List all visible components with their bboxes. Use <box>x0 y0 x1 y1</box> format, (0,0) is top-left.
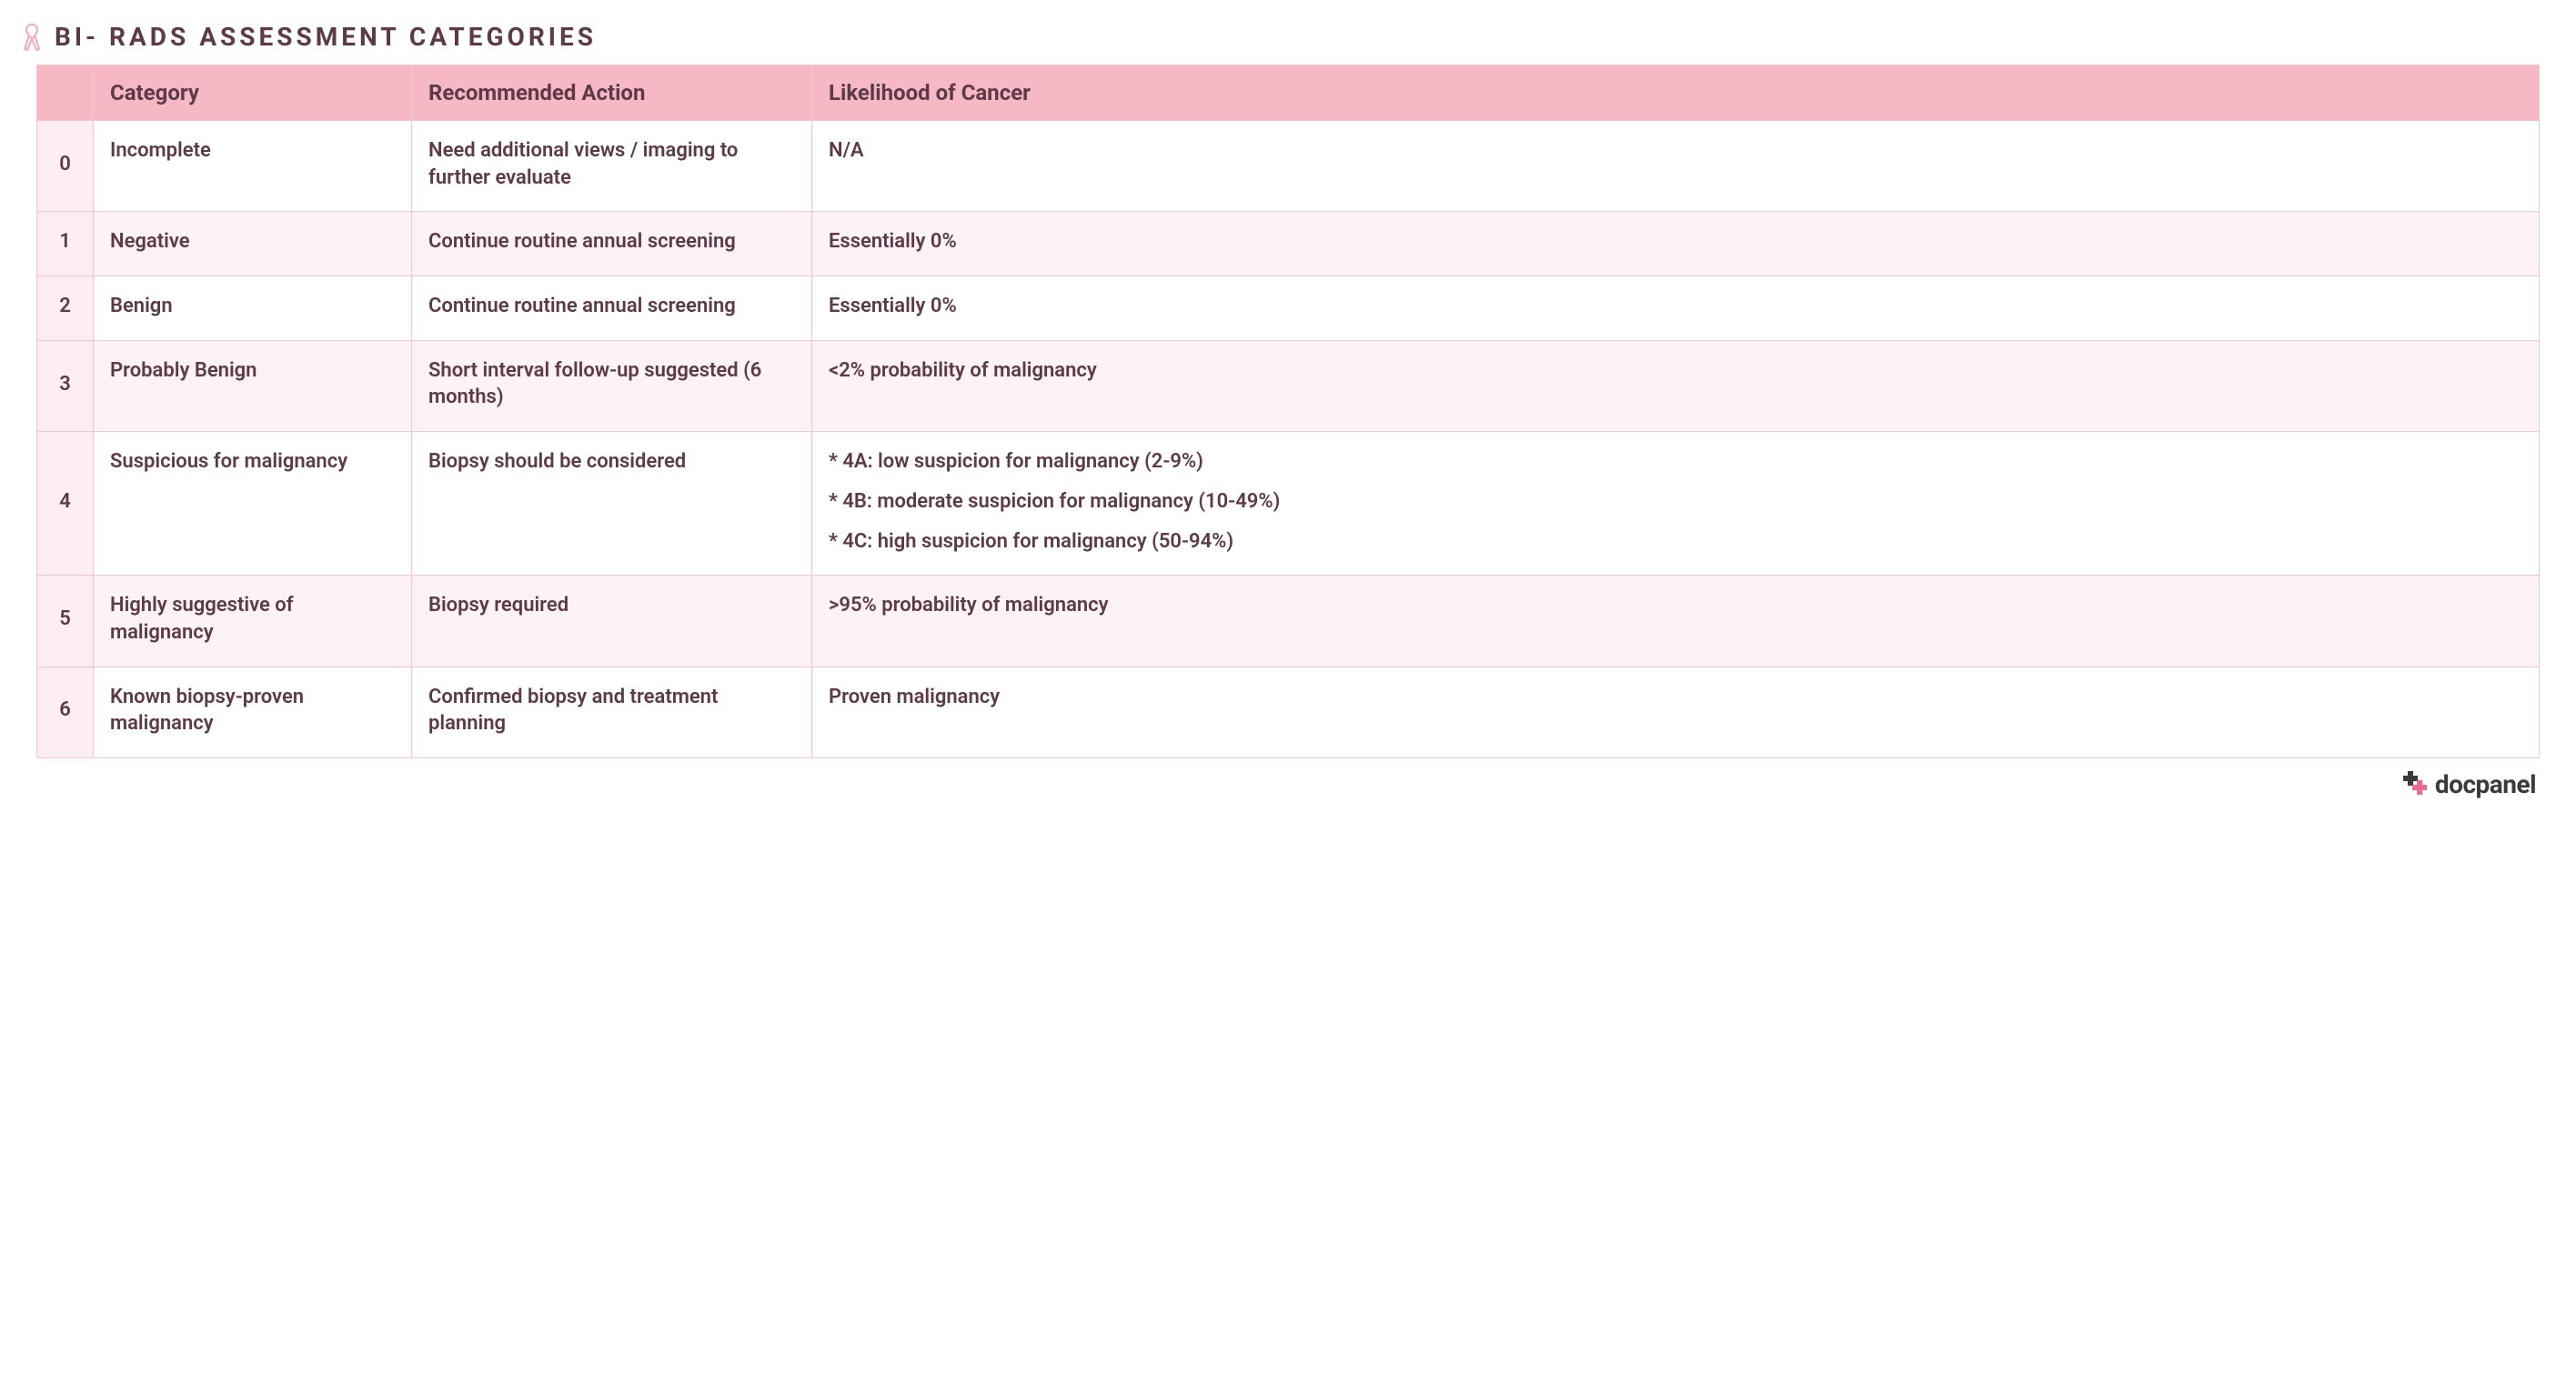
cell-num: 2 <box>37 276 94 341</box>
cell-category: Benign <box>94 276 412 341</box>
cell-likelihood: Proven malignancy <box>812 667 2540 757</box>
table-row: 2BenignContinue routine annual screening… <box>37 276 2540 341</box>
title-row: BI- RADS ASSESSMENT CATEGORIES <box>22 22 2540 52</box>
birads-table: CategoryRecommended ActionLikelihood of … <box>36 65 2540 758</box>
table-body: 0IncompleteNeed additional views / imagi… <box>37 121 2540 758</box>
cell-num: 1 <box>37 212 94 276</box>
cell-likelihood: >95% probability of malignancy <box>812 576 2540 667</box>
cell-likelihood: * 4A: low suspicion for malignancy (2-9%… <box>812 432 2540 576</box>
cell-num: 5 <box>37 576 94 667</box>
cell-action: Need additional views / imaging to furth… <box>412 121 812 212</box>
cell-category: Highly suggestive of malignancy <box>94 576 412 667</box>
table-row: 3Probably BenignShort interval follow-up… <box>37 340 2540 431</box>
cell-likelihood: Essentially 0% <box>812 212 2540 276</box>
cell-category: Suspicious for malignancy <box>94 432 412 576</box>
cell-action: Confirmed biopsy and treatment planning <box>412 667 812 757</box>
plus-icon <box>2399 771 2430 797</box>
cell-action: Continue routine annual screening <box>412 276 812 341</box>
table-row: 6Known biopsy-proven malignancyConfirmed… <box>37 667 2540 757</box>
cell-action: Continue routine annual screening <box>412 212 812 276</box>
cell-num: 6 <box>37 667 94 757</box>
footer: docpanel <box>36 769 2540 799</box>
cell-num: 0 <box>37 121 94 212</box>
cell-category: Negative <box>94 212 412 276</box>
col-header-num <box>37 65 94 121</box>
likelihood-line: * 4A: low suspicion for malignancy (2-9%… <box>829 448 2522 476</box>
likelihood-line: * 4B: moderate suspicion for malignancy … <box>829 488 2522 516</box>
col-header-likelihood-of-cancer: Likelihood of Cancer <box>812 65 2540 121</box>
cell-action: Biopsy should be considered <box>412 432 812 576</box>
cell-likelihood: <2% probability of malignancy <box>812 340 2540 431</box>
likelihood-line: * 4C: high suspicion for malignancy (50-… <box>829 528 2522 556</box>
cell-action: Biopsy required <box>412 576 812 667</box>
cell-action: Short interval follow-up suggested (6 mo… <box>412 340 812 431</box>
table-header: CategoryRecommended ActionLikelihood of … <box>37 65 2540 121</box>
table-row: 1NegativeContinue routine annual screeni… <box>37 212 2540 276</box>
cell-likelihood: Essentially 0% <box>812 276 2540 341</box>
brand-text: docpanel <box>2435 769 2536 799</box>
ribbon-icon <box>22 23 42 52</box>
table-row: 4Suspicious for malignancyBiopsy should … <box>37 432 2540 576</box>
table-row: 0IncompleteNeed additional views / imagi… <box>37 121 2540 212</box>
col-header-category: Category <box>94 65 412 121</box>
cell-num: 3 <box>37 340 94 431</box>
page-title: BI- RADS ASSESSMENT CATEGORIES <box>55 22 597 52</box>
cell-likelihood: N/A <box>812 121 2540 212</box>
col-header-recommended-action: Recommended Action <box>412 65 812 121</box>
cell-num: 4 <box>37 432 94 576</box>
cell-category: Known biopsy-proven malignancy <box>94 667 412 757</box>
table-row: 5Highly suggestive of malignancyBiopsy r… <box>37 576 2540 667</box>
cell-category: Incomplete <box>94 121 412 212</box>
brand-logo: docpanel <box>2399 769 2536 799</box>
cell-category: Probably Benign <box>94 340 412 431</box>
